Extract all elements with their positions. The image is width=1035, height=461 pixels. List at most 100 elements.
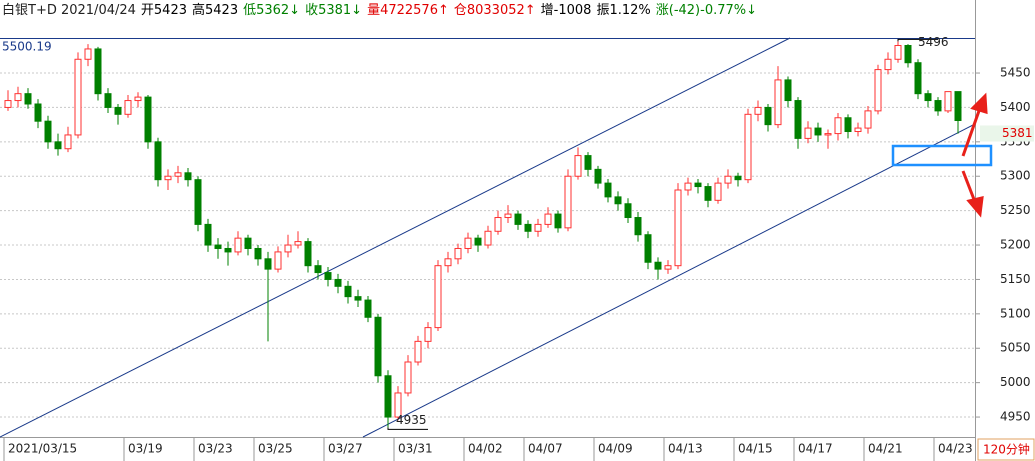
candle-body [774, 79, 782, 126]
x-tick-label: 04/07 [528, 442, 563, 456]
y-tick-label: 5400 [1000, 100, 1031, 114]
candle-body [204, 223, 212, 246]
x-tick-label: 04/17 [798, 442, 833, 456]
quote-item: 增-1008 [541, 3, 592, 18]
x-tick-label: 2021/03/15 [8, 442, 77, 456]
x-tick-label: 03/25 [258, 442, 293, 456]
candle-body [44, 120, 52, 143]
candle-body [734, 175, 742, 181]
candle-body [264, 258, 272, 270]
candle-body [304, 241, 312, 267]
candle-body [514, 213, 522, 225]
candle-body [324, 272, 332, 280]
candle-body [954, 91, 962, 122]
candle-body [294, 241, 302, 246]
upper-trend-line [0, 37, 791, 438]
arrow-up-head [970, 92, 988, 115]
y-max-label: 5500.19 [2, 40, 52, 54]
candle-body [944, 91, 952, 112]
y-tick-label: 5200 [1000, 238, 1031, 252]
candle-body [924, 93, 932, 102]
candle-body [144, 96, 152, 143]
candle-body [464, 237, 472, 249]
candle-body [694, 182, 702, 188]
candle-body [654, 261, 662, 270]
x-tick-label: 03/27 [328, 442, 363, 456]
last-price-box [980, 125, 1034, 142]
candle-body [884, 58, 892, 71]
candle-body [834, 117, 842, 135]
candle-body [34, 103, 42, 122]
candles [4, 41, 962, 428]
candle-body [194, 179, 202, 225]
candle-body [864, 110, 872, 129]
candle-body [224, 247, 232, 253]
candle-body [384, 375, 392, 418]
last-price-label: 5381 [1002, 126, 1033, 140]
candle-body [604, 182, 612, 198]
grid [0, 72, 980, 418]
period-box [977, 438, 1035, 461]
y-tick-label: 5150 [1000, 272, 1031, 286]
candle-body [84, 48, 92, 60]
x-tick-label: 04/21 [868, 442, 903, 456]
low-label: 4935 [396, 413, 427, 427]
period-label: 120分钟 [983, 442, 1030, 457]
candle-body [444, 258, 452, 267]
y-tick-label: 5100 [1000, 306, 1031, 320]
candle-body [564, 175, 572, 229]
arrows [961, 92, 988, 218]
candle-body [64, 134, 72, 150]
x-tick-label: 03/19 [128, 442, 163, 456]
arrow-down-head [966, 196, 984, 218]
candle-body [244, 237, 252, 249]
candle-body [804, 127, 812, 139]
candle-body [234, 237, 242, 253]
candle-body [314, 265, 322, 274]
quote-item: 高5423 [192, 2, 238, 18]
candle-body [344, 285, 352, 298]
candle-body [664, 265, 672, 270]
candle-body [674, 189, 682, 267]
candle-body [764, 106, 772, 126]
y-tick-label: 5050 [1000, 341, 1031, 355]
quote-item: 振1.12% [596, 3, 650, 18]
candle-body [704, 186, 712, 201]
candle-body [614, 196, 622, 205]
candle-body [174, 172, 182, 177]
arrow-up [961, 107, 982, 157]
candle-body [474, 237, 482, 246]
candle-body [434, 265, 442, 329]
arrow-down [961, 170, 977, 203]
candle-body [404, 361, 412, 394]
candle-body [274, 251, 282, 270]
x-tick-label: 04/02 [468, 442, 503, 456]
candle-body [534, 223, 542, 232]
candle-body [164, 175, 172, 181]
quote-item: 开5423 [141, 3, 187, 18]
highlight-box [891, 144, 993, 167]
candle-body [14, 93, 22, 102]
candle-body [184, 172, 192, 181]
candle-body [584, 155, 592, 170]
x-tick-label: 03/23 [198, 442, 233, 456]
candle-body [544, 213, 552, 225]
candle-body [574, 155, 582, 177]
candle-body [4, 100, 12, 108]
y-tick-label: 5300 [1000, 169, 1031, 183]
candle-body [364, 299, 372, 318]
candle-body [94, 48, 102, 95]
candle-body [904, 45, 912, 64]
candle-body [554, 213, 562, 229]
candle-body [254, 247, 262, 260]
candle-body [504, 213, 512, 219]
x-tick-label: 03/31 [398, 442, 433, 456]
y-tick-label: 4950 [1000, 410, 1031, 424]
quote-item: 仓8033052↑ [454, 3, 536, 18]
x-tick-label: 04/23 [938, 442, 973, 456]
candle-body [634, 217, 642, 236]
candle-body [54, 141, 62, 150]
candle-body [454, 247, 462, 260]
